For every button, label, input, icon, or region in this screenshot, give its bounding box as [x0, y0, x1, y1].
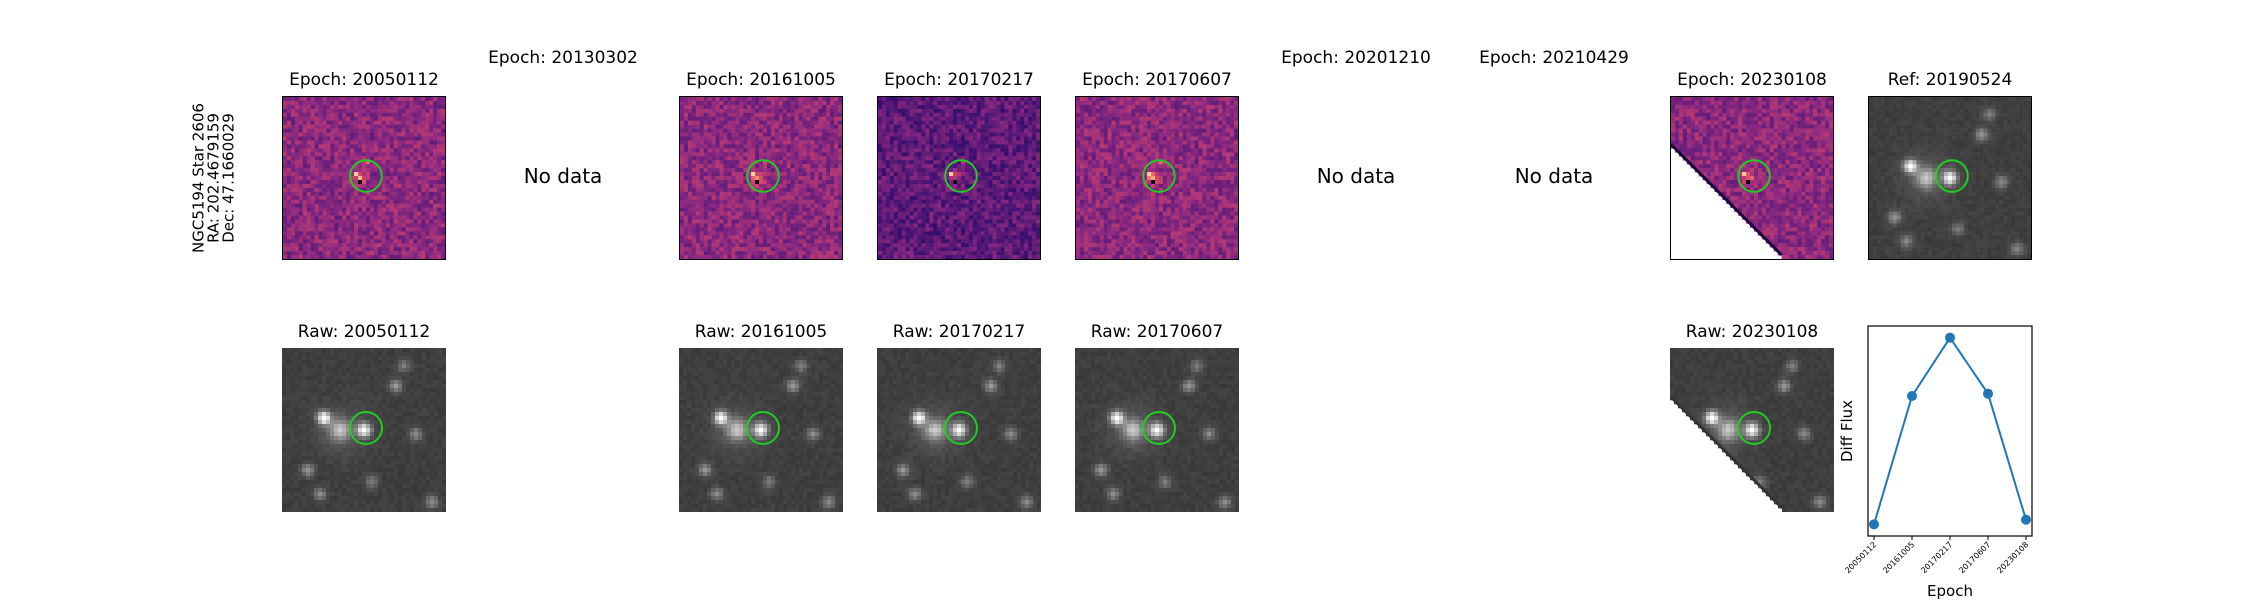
ref-image-20190524-svg [1869, 97, 2031, 259]
series-line [1873, 335, 2027, 525]
raw-image-20170217-svg [877, 348, 1041, 512]
target-dec: Dec: 47.1660029 [219, 113, 238, 243]
data-point [1945, 332, 1955, 343]
chart-frame [1867, 325, 2033, 537]
diff-image-20230108-svg [1671, 97, 1833, 259]
title-raw-20050112: Raw: 20050112 [297, 322, 431, 342]
x-tick-label: 20050112 [1843, 540, 1878, 575]
diff-image-20161005-svg [680, 97, 842, 259]
raw-image-20230108 [1670, 348, 1834, 512]
data-point [2021, 514, 2031, 525]
title-epoch-20230108: Epoch: 20230108 [1677, 70, 1827, 90]
ref-image-20190524 [1868, 96, 2032, 260]
data-point [1869, 519, 1879, 530]
raw-image-20230108-svg [1670, 348, 1834, 512]
title-epoch-20210429: Epoch: 20210429 [1479, 48, 1629, 68]
title-raw-20161005: Raw: 20161005 [694, 322, 828, 342]
diff-image-20050112-svg [283, 97, 445, 259]
title-ref-20190524: Ref: 20190524 [1887, 70, 2013, 90]
title-epoch-20050112: Epoch: 20050112 [289, 70, 439, 90]
aperture-circle [1935, 159, 1969, 193]
title-epoch-20170217: Epoch: 20170217 [884, 70, 1034, 90]
aperture-circle [1142, 411, 1176, 445]
x-tick-label: 20161005 [1881, 540, 1916, 575]
title-raw-20170217: Raw: 20170217 [892, 322, 1026, 342]
diff-image-20170217 [877, 96, 1041, 260]
title-raw-20230108: Raw: 20230108 [1685, 322, 1819, 342]
title-epoch-20170607: Epoch: 20170607 [1082, 70, 1232, 90]
raw-image-20170607 [1075, 348, 1239, 512]
title-epoch-20130302: Epoch: 20130302 [488, 48, 638, 68]
nodata-20201210: No data [1316, 164, 1396, 188]
raw-image-20050112 [282, 348, 446, 512]
nodata-20210429: No data [1514, 164, 1594, 188]
aperture-circle [746, 411, 780, 445]
diff-image-20161005 [679, 96, 843, 260]
aperture-circle [349, 411, 383, 445]
nodata-20130302: No data [523, 164, 603, 188]
aperture-circle [1737, 411, 1771, 445]
y-axis-label: Diff Flux [1840, 400, 1856, 462]
x-tick-label: 20170217 [1919, 540, 1954, 575]
raw-image-20170607-svg [1075, 348, 1239, 512]
raw-image-20161005 [679, 348, 843, 512]
data-point [1983, 388, 1993, 399]
diff-image-20170217-svg [878, 97, 1040, 259]
title-epoch-20201210: Epoch: 20201210 [1281, 48, 1431, 68]
aperture-circle [349, 159, 383, 193]
x-tick-label: 20170607 [1957, 540, 1992, 575]
diff-image-20170607 [1075, 96, 1239, 260]
aperture-circle [944, 159, 978, 193]
raw-image-20170217 [877, 348, 1041, 512]
aperture-circle [1737, 159, 1771, 193]
target-label: NGC5194 Star 2606 RA: 202.4679159 Dec: 4… [190, 88, 238, 268]
x-tick-label: 20230108 [1995, 540, 2030, 575]
diff-image-20170607-svg [1076, 97, 1238, 259]
raw-image-20050112-svg [282, 348, 446, 512]
title-epoch-20161005: Epoch: 20161005 [686, 70, 836, 90]
aperture-circle [944, 411, 978, 445]
diff-flux-chart: 20050112 20161005 20170217 20170607 20230108… [1840, 325, 2033, 600]
aperture-circle [1142, 159, 1176, 193]
title-raw-20170607: Raw: 20170607 [1090, 322, 1224, 342]
data-point [1907, 391, 1917, 401]
x-axis-label: Epoch [1927, 582, 1973, 600]
diff-image-20230108 [1670, 96, 1834, 260]
raw-image-20161005-svg [679, 348, 843, 512]
diff-image-20050112 [282, 96, 446, 260]
aperture-circle [746, 159, 780, 193]
